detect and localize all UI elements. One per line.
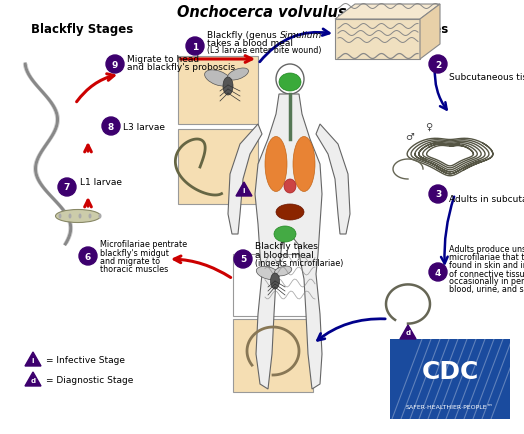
Ellipse shape <box>276 204 304 220</box>
Ellipse shape <box>56 210 101 223</box>
Polygon shape <box>25 372 41 386</box>
Text: and blackfly's proboscis: and blackfly's proboscis <box>127 63 235 72</box>
Circle shape <box>429 263 447 281</box>
Text: d: d <box>406 329 411 335</box>
Text: found in skin and in lymphatics: found in skin and in lymphatics <box>449 261 524 270</box>
Text: 7: 7 <box>64 183 70 192</box>
Text: Microfilariae pentrate: Microfilariae pentrate <box>100 240 187 249</box>
Ellipse shape <box>223 78 233 96</box>
Text: 2: 2 <box>435 60 441 69</box>
Text: 9: 9 <box>112 60 118 69</box>
Polygon shape <box>400 325 416 339</box>
FancyBboxPatch shape <box>178 57 258 125</box>
Text: CDC: CDC <box>421 359 479 383</box>
Text: L1 larvae: L1 larvae <box>80 178 122 187</box>
Ellipse shape <box>227 69 248 81</box>
Text: ♂: ♂ <box>405 132 414 141</box>
FancyBboxPatch shape <box>233 319 313 392</box>
Text: Onchocerca volvulus: Onchocerca volvulus <box>177 5 347 20</box>
Text: Human Stages: Human Stages <box>352 23 448 36</box>
Text: (ingests microfilariae): (ingests microfilariae) <box>255 258 343 267</box>
Text: i: i <box>32 357 34 363</box>
Circle shape <box>58 178 76 197</box>
Text: 1: 1 <box>192 43 198 51</box>
Circle shape <box>106 56 124 74</box>
Text: = Diagnostic Stage: = Diagnostic Stage <box>46 376 134 385</box>
Ellipse shape <box>279 74 301 92</box>
Text: (L3 larvae enter bite wound): (L3 larvae enter bite wound) <box>207 46 322 56</box>
Text: a blood meal: a blood meal <box>255 250 314 259</box>
Text: Adults in subcutaneous nodule: Adults in subcutaneous nodule <box>449 195 524 204</box>
Text: Blackfly (genus: Blackfly (genus <box>207 30 279 39</box>
Ellipse shape <box>270 273 279 289</box>
Circle shape <box>102 118 120 136</box>
Text: blackfly's midgut: blackfly's midgut <box>100 248 169 257</box>
Text: i: i <box>243 187 245 194</box>
Circle shape <box>186 38 204 56</box>
Polygon shape <box>25 352 41 366</box>
Text: 5: 5 <box>240 255 246 264</box>
Text: Simulium: Simulium <box>280 30 322 39</box>
Text: blood, urine, and sputum.: blood, urine, and sputum. <box>449 285 524 294</box>
Text: 8: 8 <box>108 122 114 131</box>
Polygon shape <box>255 95 322 389</box>
Ellipse shape <box>59 214 61 219</box>
Text: d: d <box>30 377 36 383</box>
Ellipse shape <box>265 137 287 192</box>
Ellipse shape <box>205 71 232 87</box>
FancyBboxPatch shape <box>233 254 313 316</box>
Text: occasionally in peripheral: occasionally in peripheral <box>449 277 524 286</box>
Ellipse shape <box>99 214 102 219</box>
Ellipse shape <box>69 214 71 219</box>
Ellipse shape <box>284 180 296 194</box>
FancyBboxPatch shape <box>178 130 258 204</box>
Text: Adults produce unsheathed: Adults produce unsheathed <box>449 245 524 254</box>
Polygon shape <box>316 125 350 234</box>
Polygon shape <box>335 5 440 20</box>
Ellipse shape <box>274 266 292 276</box>
Text: Blackfly takes: Blackfly takes <box>255 242 318 251</box>
Text: = Infective Stage: = Infective Stage <box>46 356 125 365</box>
Text: microfilariae that typically are: microfilariae that typically are <box>449 253 524 262</box>
Text: Blackfly Stages: Blackfly Stages <box>31 23 133 36</box>
Text: thoracic muscles: thoracic muscles <box>100 264 168 273</box>
Ellipse shape <box>274 227 296 243</box>
Circle shape <box>79 247 97 265</box>
Text: Subcutaneous tissues: Subcutaneous tissues <box>449 72 524 81</box>
Text: takes a blood meal: takes a blood meal <box>207 39 293 47</box>
Ellipse shape <box>89 214 92 219</box>
Text: ♀: ♀ <box>425 122 432 132</box>
Circle shape <box>429 56 447 74</box>
Polygon shape <box>228 125 262 234</box>
Text: 3: 3 <box>435 190 441 199</box>
Text: L3 larvae: L3 larvae <box>123 122 165 131</box>
Circle shape <box>429 186 447 204</box>
Circle shape <box>234 250 252 268</box>
Ellipse shape <box>256 267 280 280</box>
Text: Migrate to head: Migrate to head <box>127 56 199 64</box>
FancyBboxPatch shape <box>390 339 510 419</box>
Text: 6: 6 <box>85 252 91 261</box>
Ellipse shape <box>293 137 315 192</box>
Text: and migrate to: and migrate to <box>100 256 160 265</box>
Polygon shape <box>335 20 420 60</box>
Polygon shape <box>420 5 440 60</box>
Text: SAFER·HEALTHIER·PEOPLE™: SAFER·HEALTHIER·PEOPLE™ <box>406 404 494 410</box>
Text: 4: 4 <box>435 268 441 277</box>
Text: of connective tissues,  but also: of connective tissues, but also <box>449 269 524 278</box>
Ellipse shape <box>79 214 82 219</box>
Polygon shape <box>236 183 252 197</box>
